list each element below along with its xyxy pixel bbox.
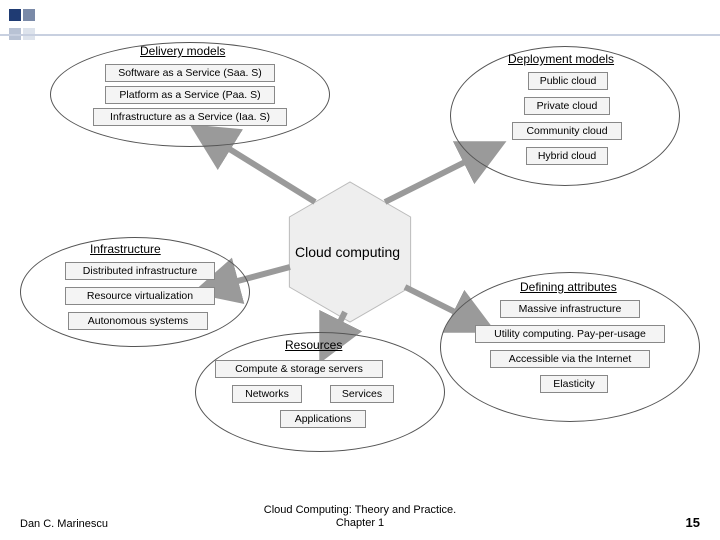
footer-title-line2: Chapter 1 — [336, 517, 384, 529]
deployment-title: Deployment models — [508, 52, 614, 66]
arrow-to-deployment — [385, 152, 485, 202]
resources-item-3: Applications — [280, 410, 366, 428]
delivery-item-1: Platform as a Service (Paa. S) — [105, 86, 275, 104]
footer-title: Cloud Computing: Theory and Practice. Ch… — [0, 504, 720, 530]
resources-item-1: Networks — [232, 385, 302, 403]
deployment-item-3: Hybrid cloud — [526, 147, 608, 165]
slide-bullet-decoration — [8, 8, 36, 46]
delivery-title: Delivery models — [140, 44, 225, 58]
bullet-sq-1 — [9, 9, 21, 21]
infrastructure-title: Infrastructure — [90, 242, 161, 256]
attributes-ellipse — [440, 272, 700, 422]
attributes-item-3: Elasticity — [540, 375, 608, 393]
cloud-computing-diagram: Cloud computing Delivery models Software … — [30, 42, 690, 472]
attributes-item-0: Massive infrastructure — [500, 300, 640, 318]
attributes-title: Defining attributes — [520, 280, 617, 294]
bullet-sq-2 — [23, 9, 35, 21]
delivery-item-0: Software as a Service (Saa. S) — [105, 64, 275, 82]
deployment-item-1: Private cloud — [524, 97, 610, 115]
resources-title: Resources — [285, 338, 342, 352]
delivery-item-2: Infrastructure as a Service (Iaa. S) — [93, 108, 287, 126]
deployment-item-2: Community cloud — [512, 122, 622, 140]
infrastructure-item-2: Autonomous systems — [68, 312, 208, 330]
resources-item-0: Compute & storage servers — [215, 360, 383, 378]
infrastructure-item-1: Resource virtualization — [65, 287, 215, 305]
deployment-ellipse — [450, 46, 680, 186]
attributes-item-1: Utility computing. Pay-per-usage — [475, 325, 665, 343]
footer-title-line1: Cloud Computing: Theory and Practice. — [264, 504, 456, 516]
center-label: Cloud computing — [295, 244, 400, 260]
footer-page-number: 15 — [686, 515, 700, 530]
attributes-item-2: Accessible via the Internet — [490, 350, 650, 368]
slide-divider-line — [0, 34, 720, 36]
deployment-item-0: Public cloud — [528, 72, 608, 90]
resources-item-2: Services — [330, 385, 394, 403]
arrow-to-delivery — [210, 137, 315, 202]
infrastructure-item-0: Distributed infrastructure — [65, 262, 215, 280]
